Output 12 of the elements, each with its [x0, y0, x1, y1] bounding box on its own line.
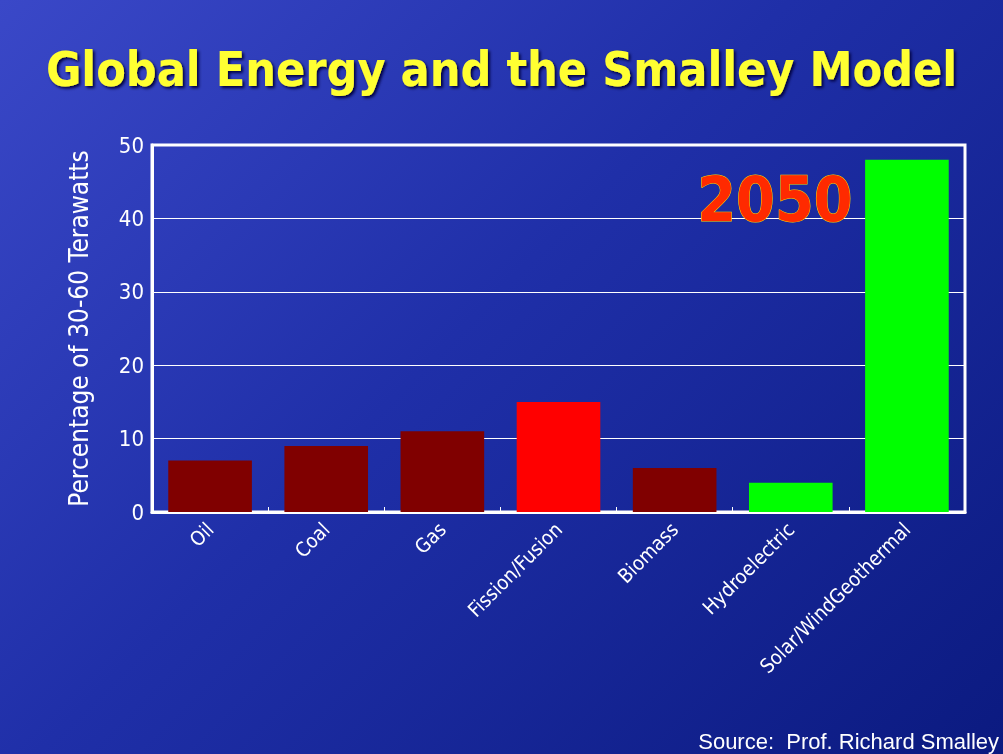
y-axis-title: Percentage of 30-60 Terawatts [64, 150, 94, 507]
y-tick-label: 30 [118, 279, 144, 305]
y-tick-label: 50 [118, 132, 144, 158]
y-tick-label: 0 [131, 499, 144, 525]
y-tick-label: 40 [118, 205, 144, 231]
chart-title: Global Energy and the Smalley Model [45, 41, 958, 97]
x-tick-label: Oil [184, 517, 219, 552]
annotation: 2050 [697, 163, 853, 236]
source-note: Source: Prof. Richard Smalley [698, 728, 999, 754]
x-tick-label: Gas [409, 517, 451, 559]
y-tick-label: 20 [118, 352, 144, 378]
y-tick-label: 10 [118, 426, 144, 452]
